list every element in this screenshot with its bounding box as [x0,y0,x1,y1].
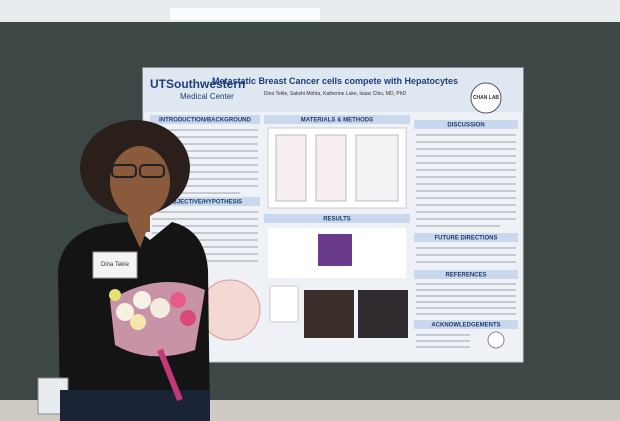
lab-logo: CHAN LAB [473,95,499,101]
section-header: REFERENCES [445,273,486,279]
section-header: FUTURE DIRECTIONS [435,236,498,242]
poster-title: Metastatic Breast Cancer cells compete w… [212,76,458,86]
section-header: DISCUSSION [447,123,484,129]
section-header: OBJECTIVE/HYPOTHESIS [168,200,242,206]
section-header: MATERIALS & METHODS [301,118,373,124]
person: Dina Tekle [37,120,210,421]
section-header: INTRODUCTION/BACKGROUND [159,118,251,124]
bouquet [109,282,205,402]
name-tag: Dina Tekle [101,262,130,268]
section-header: RESULTS [323,217,351,223]
authors: Dina Tekle, Sakshi Mohta, Katherine Luke… [264,91,407,97]
section-header: ACKNOWLEDGEMENTS [431,323,500,329]
logo-sub: Medical Center [180,92,234,101]
logo: UTSouthwestern [150,77,245,91]
ceiling-light [170,8,320,20]
